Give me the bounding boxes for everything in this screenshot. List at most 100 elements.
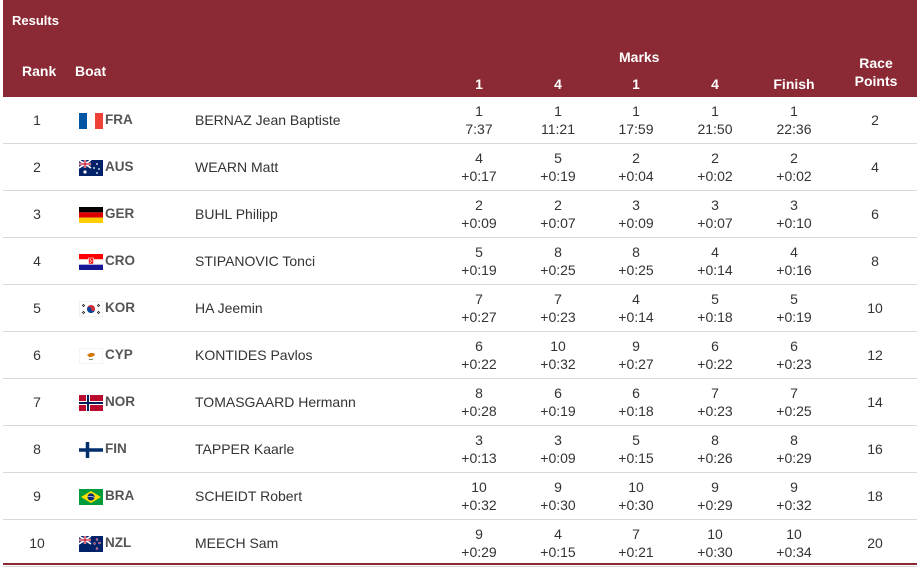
position-value: 4 xyxy=(475,150,483,166)
time-value: +0:23 xyxy=(697,403,733,419)
position-value: 2 xyxy=(790,150,798,166)
position-value: 7 xyxy=(711,385,719,401)
time-value: +0:32 xyxy=(461,497,497,513)
mark-column-header[interactable]: 4 xyxy=(554,76,562,92)
time-value: +0:10 xyxy=(776,215,812,231)
mark-cell: 7 +0:23 xyxy=(523,290,593,326)
position-value: 3 xyxy=(554,432,562,448)
table-row[interactable]: 3 GER BUHL Philipp 2 +0:09 2 +0:07 3 +0:09 3 +0:07… xyxy=(3,191,917,238)
table-row[interactable]: 10 NZL MEECH Sam 9 +0:29 4 +0:15 7 +0:21 10 +0:30 1… xyxy=(3,520,917,567)
position-value: 4 xyxy=(790,244,798,260)
mark-cell: 4 +0:14 xyxy=(601,290,671,326)
position-value: 5 xyxy=(632,432,640,448)
position-value: 2 xyxy=(632,150,640,166)
time-value: +0:04 xyxy=(618,168,654,184)
position-value: 1 xyxy=(554,103,562,119)
rank-cell: 5 xyxy=(33,300,41,316)
finish-cell: 10 +0:34 xyxy=(759,525,829,561)
position-value: 1 xyxy=(711,103,719,119)
athlete-name-link[interactable]: STIPANOVIC Tonci xyxy=(195,253,316,269)
position-value: 9 xyxy=(711,479,719,495)
rank-cell: 4 xyxy=(33,253,41,269)
mark-cell: 4 +0:14 xyxy=(680,243,750,279)
position-value: 7 xyxy=(475,291,483,307)
mark-cell: 6 +0:22 xyxy=(680,337,750,373)
mark-column-header[interactable]: 4 xyxy=(711,76,719,92)
time-value: +0:15 xyxy=(618,450,654,466)
rank-cell: 6 xyxy=(33,347,41,363)
race-points-label-line2: Points xyxy=(854,73,898,89)
race-points-cell: 8 xyxy=(871,253,879,269)
position-value: 1 xyxy=(790,103,798,119)
position-value: 5 xyxy=(711,291,719,307)
mark-cell: 9 +0:30 xyxy=(523,478,593,514)
country-code: NZL xyxy=(105,535,132,550)
flag-ger-icon xyxy=(79,207,103,223)
athlete-name-link[interactable]: HA Jeemin xyxy=(195,300,263,316)
mark-column-header[interactable]: 1 xyxy=(475,76,483,92)
athlete-name-link[interactable]: BERNAZ Jean Baptiste xyxy=(195,112,341,128)
table-row[interactable]: 6 CYP KONTIDES Pavlos 6 +0:22 10 +0:32 9 +0:27 6 +… xyxy=(3,332,917,379)
time-value: +0:16 xyxy=(776,262,812,278)
time-value: +0:15 xyxy=(540,544,576,560)
position-value: 10 xyxy=(707,526,723,542)
mark-column-header[interactable]: 1 xyxy=(632,76,640,92)
position-value: 6 xyxy=(475,338,483,354)
time-value: +0:32 xyxy=(776,497,812,513)
athlete-name-link[interactable]: TOMASGAARD Hermann xyxy=(195,394,356,410)
time-value: +0:29 xyxy=(461,544,497,560)
time-value: +0:26 xyxy=(697,450,733,466)
rank-column-header[interactable]: Rank xyxy=(22,63,57,79)
athlete-name-link[interactable]: SCHEIDT Robert xyxy=(195,488,303,504)
mark-cell: 2 +0:02 xyxy=(680,149,750,185)
rank-cell: 3 xyxy=(33,206,41,222)
time-value: +0:22 xyxy=(697,356,733,372)
mark-cell: 1 11:21 xyxy=(523,102,593,138)
table-row[interactable]: 8 FIN TAPPER Kaarle 3 +0:13 3 +0:09 5 +0:15 8 +0:2… xyxy=(3,426,917,473)
mark-cell: 10 +0:30 xyxy=(680,525,750,561)
flag-fra-icon xyxy=(79,113,103,129)
results-header: Results Rank Boat Marks 1 4 1 4 Finish R… xyxy=(3,0,917,97)
results-table: Results Rank Boat Marks 1 4 1 4 Finish R… xyxy=(3,0,919,572)
mark-cell: 7 +0:27 xyxy=(444,290,514,326)
table-row[interactable]: 7 NOR TOMASGAARD Hermann 8 +0:28 6 +0:19 6 +0:18… xyxy=(3,379,917,426)
athlete-name-link[interactable]: MEECH Sam xyxy=(195,535,279,551)
position-value: 8 xyxy=(790,432,798,448)
finish-column-header[interactable]: Finish xyxy=(773,76,815,92)
time-value: +0:25 xyxy=(618,262,654,278)
race-points-label-line1: Race xyxy=(859,55,893,71)
time-value: +0:13 xyxy=(461,450,497,466)
position-value: 2 xyxy=(554,197,562,213)
mark-cell: 1 21:50 xyxy=(680,102,750,138)
boat-column-header[interactable]: Boat xyxy=(75,63,107,79)
table-row[interactable]: 2 AUS WEARN Matt 4 +0:17 5 +0:19 2 +0:04 2 +0:02 2 +… xyxy=(3,144,917,191)
position-value: 3 xyxy=(475,432,483,448)
athlete-name-link[interactable]: WEARN Matt xyxy=(195,159,279,175)
mark-cell: 7 +0:23 xyxy=(680,384,750,420)
athlete-name-link[interactable]: TAPPER Kaarle xyxy=(195,441,295,457)
table-row[interactable]: 5 KOR HA Jeemin 7 +0:27 7 +0:23 4 +0:14 5 +0:18 5 +0… xyxy=(3,285,917,332)
table-row[interactable]: 1 FRA BERNAZ Jean Baptiste 1 7:37 1 11:21 1 17:5… xyxy=(3,97,917,144)
mark-cell: 1 17:59 xyxy=(601,102,671,138)
position-value: 3 xyxy=(790,197,798,213)
flag-cyp-icon xyxy=(79,348,103,364)
rank-cell: 10 xyxy=(29,535,45,551)
table-row[interactable]: 4 CRO STIPANOVIC Tonci 5 +0:19 8 +0:25 8 +0:25 4 +… xyxy=(3,238,917,285)
time-value: 17:59 xyxy=(618,121,654,137)
position-value: 10 xyxy=(628,479,644,495)
athlete-name-link[interactable]: BUHL Philipp xyxy=(195,206,278,222)
time-value: +0:19 xyxy=(461,262,497,278)
race-points-column-header[interactable]: Race Points xyxy=(851,54,901,90)
results-rows: 1 FRA BERNAZ Jean Baptiste 1 7:37 1 11:21 1 17:5… xyxy=(3,97,917,567)
rank-cell: 2 xyxy=(33,159,41,175)
mark-cell: 1 7:37 xyxy=(444,102,514,138)
table-row[interactable]: 9 BRA SCHEIDT Robert 10 +0:32 9 +0:30 10 +0:30 9 +… xyxy=(3,473,917,520)
time-value: +0:07 xyxy=(540,215,576,231)
time-value: +0:22 xyxy=(461,356,497,372)
position-value: 4 xyxy=(632,291,640,307)
mark-cell: 10 +0:30 xyxy=(601,478,671,514)
athlete-name-link[interactable]: KONTIDES Pavlos xyxy=(195,347,313,363)
mark-cell: 9 +0:29 xyxy=(444,525,514,561)
country-code: FIN xyxy=(105,441,127,456)
country-code: AUS xyxy=(105,159,134,174)
